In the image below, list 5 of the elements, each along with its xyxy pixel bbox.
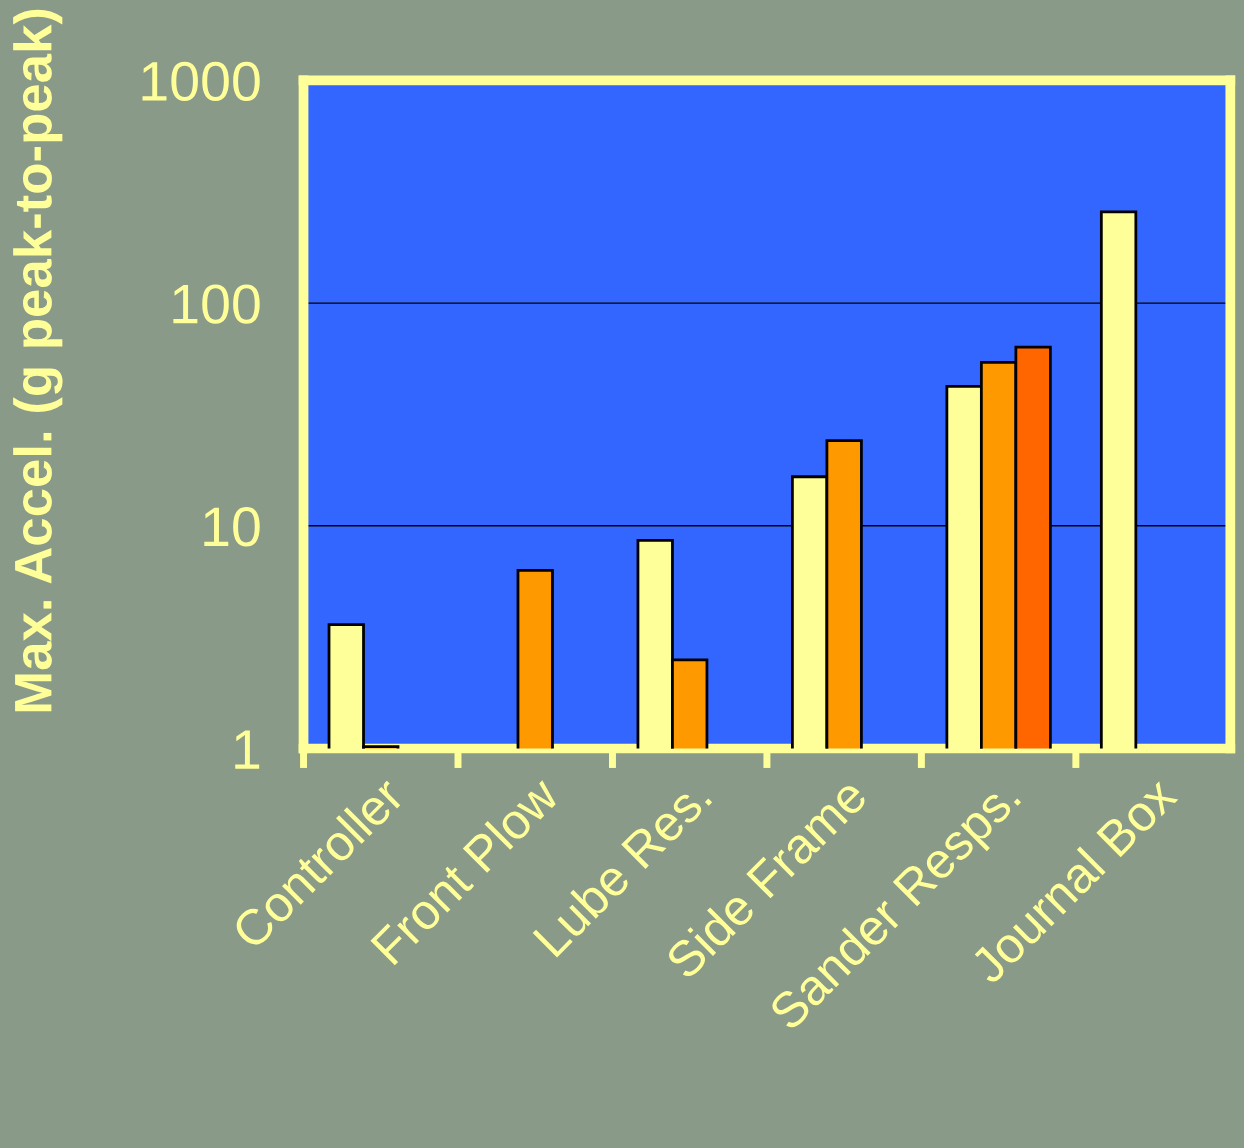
y-tick-label: 100	[173, 284, 260, 324]
y-tick-label: 1000	[142, 61, 260, 102]
y-axis-title: Max. Accel. (g peak-to-peak)	[13, 9, 63, 712]
y-tick-label: 1	[235, 730, 260, 769]
y-tick-label: 10	[204, 507, 260, 547]
